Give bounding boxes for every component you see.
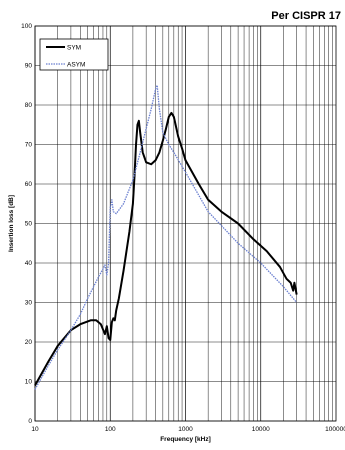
series-asym-line bbox=[34, 84, 298, 390]
y-tick-label: 20 bbox=[25, 339, 33, 346]
series-layer bbox=[34, 84, 298, 390]
chart-title: Per CISPR 17 bbox=[271, 10, 341, 22]
y-tick-label: 30 bbox=[25, 300, 33, 307]
x-axis-title: Frequency [kHz] bbox=[160, 436, 211, 443]
legend-sym-label: SYM bbox=[67, 45, 81, 52]
legend: SYM ASYM bbox=[39, 38, 109, 71]
y-tick-label: 40 bbox=[25, 260, 33, 267]
legend-box bbox=[39, 38, 109, 71]
x-tick-label: 100 bbox=[105, 426, 116, 433]
legend-asym-label: ASYM bbox=[67, 62, 85, 69]
y-tick-label: 100 bbox=[21, 23, 32, 30]
y-tick-label: 80 bbox=[25, 102, 33, 109]
y-tick-label: 70 bbox=[25, 142, 33, 149]
y-tick-label: 10 bbox=[25, 379, 33, 386]
plot-frame bbox=[34, 25, 337, 422]
x-tick-label: 100000 bbox=[325, 426, 345, 433]
series-sym-line bbox=[34, 111, 298, 386]
y-axis-title: Insertion loss [dB] bbox=[8, 195, 15, 252]
y-tick-label: 60 bbox=[25, 181, 33, 188]
x-tick-label: 10 bbox=[31, 426, 39, 433]
y-tick-label: 90 bbox=[25, 63, 33, 70]
y-tick-label: 50 bbox=[25, 221, 33, 228]
grid bbox=[34, 25, 336, 422]
x-tick-label: 10000 bbox=[252, 426, 270, 433]
y-tick-label: 0 bbox=[28, 418, 32, 425]
x-tick-label: 1000 bbox=[178, 426, 193, 433]
